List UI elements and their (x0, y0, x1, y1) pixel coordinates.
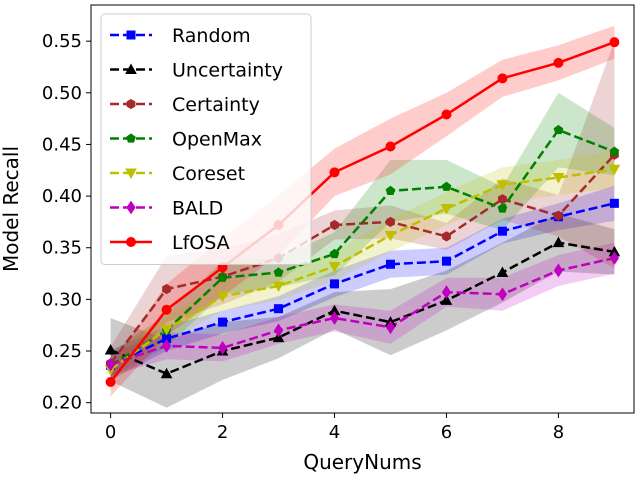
y-tick-label: 0.25 (42, 341, 82, 362)
legend-label: Certainty (172, 94, 260, 116)
certainty-point (331, 221, 339, 230)
legend-label: Coreset (172, 163, 245, 185)
lfosa-point (386, 142, 395, 151)
legend-label: Uncertainty (172, 60, 283, 82)
certainty-point (387, 217, 395, 226)
y-axis-label: Model Recall (0, 146, 23, 272)
lfosa-point (610, 38, 619, 47)
x-axis-label: QueryNums (303, 450, 421, 474)
y-tick-label: 0.45 (42, 134, 82, 155)
random-point (498, 227, 506, 235)
certainty-point (555, 211, 563, 220)
y-tick-label: 0.20 (42, 393, 82, 414)
x-tick-label: 8 (553, 422, 564, 443)
certainty-point (163, 285, 171, 294)
legend-marker (127, 238, 136, 247)
random-point (275, 305, 283, 313)
lfosa-point (498, 74, 507, 83)
legend-label: BALD (172, 198, 223, 220)
x-tick-label: 2 (217, 422, 228, 443)
y-tick-label: 0.50 (42, 83, 82, 104)
random-point (331, 280, 339, 288)
random-point (219, 318, 227, 326)
y-axis-ticks: 0.20 0.25 0.30 0.35 0.40 0.45 0.50 0.55 (42, 31, 91, 414)
random-point (442, 257, 450, 265)
legend-marker (127, 100, 135, 109)
y-tick-label: 0.40 (42, 186, 82, 207)
legend-label: LfOSA (172, 232, 230, 254)
legend-marker (127, 31, 135, 39)
x-axis-ticks: 0 2 4 6 8 (105, 413, 564, 443)
certainty-point (443, 232, 451, 241)
x-tick-label: 4 (329, 422, 340, 443)
chart: 0 2 4 6 8 0.20 0.25 0.30 0.35 0.40 0.45 0.50 0.55 Q… (0, 0, 640, 480)
lfosa-point (554, 58, 563, 67)
lfosa-point (162, 305, 171, 314)
x-tick-label: 6 (441, 422, 452, 443)
y-tick-label: 0.30 (42, 289, 82, 310)
certainty-point (499, 195, 507, 204)
random-point (386, 260, 394, 268)
legend-label: Random (172, 25, 251, 47)
lfosa-point (442, 110, 451, 119)
y-tick-label: 0.35 (42, 238, 82, 259)
lfosa-point (330, 168, 339, 177)
x-tick-label: 0 (105, 422, 116, 443)
lfosa-point (106, 378, 115, 387)
y-tick-label: 0.55 (42, 31, 82, 52)
random-point (610, 199, 618, 207)
legend-label: OpenMax (172, 129, 262, 151)
legend: Random Uncertainty Certainty OpenMax Coreset… (101, 14, 311, 265)
